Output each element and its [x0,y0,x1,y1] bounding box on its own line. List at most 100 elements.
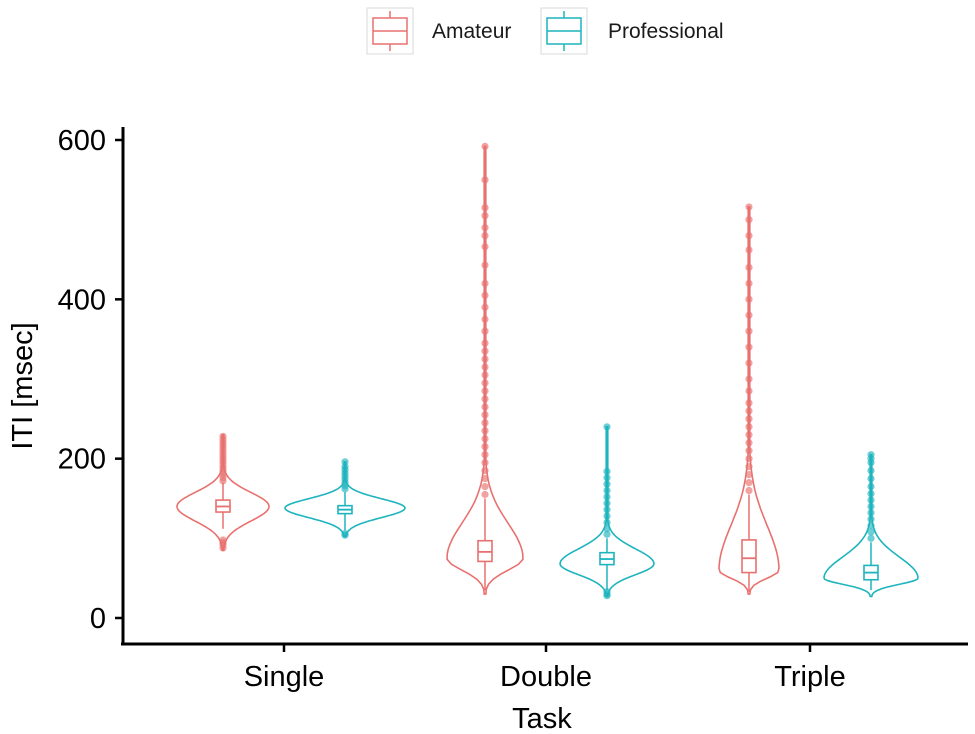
outlier-point [867,528,875,536]
outlier-point [745,263,753,272]
outlier-point [867,502,875,511]
outlier-point [603,486,611,495]
outlier-point [481,363,489,371]
violin-professional-double [559,423,655,600]
outlier-point [867,496,875,504]
outlier-point [603,506,611,514]
outlier-point [745,447,753,455]
outlier-point [745,431,753,439]
outlier-point [481,387,489,395]
outlier-point [481,467,489,475]
outlier-point [745,407,753,415]
violin-professional-single [284,458,406,539]
outlier-point [481,279,489,287]
x-tick-label: Single [244,661,325,693]
outlier-point [481,443,489,451]
axes [121,127,968,646]
outlier-point [867,509,875,517]
outlier-point [481,261,489,269]
outlier-point [745,478,753,487]
outlier-point [603,499,611,507]
outlier-point [603,512,611,520]
outlier-point [603,467,611,476]
outlier-point [481,451,489,459]
outlier-point [867,521,875,530]
legend-label: Amateur [432,20,511,43]
outlier-point [745,359,753,367]
outlier-point [745,343,753,351]
outlier-point [867,474,875,483]
outlier-point [481,459,489,467]
outlier-point [481,315,489,323]
outlier-point [745,327,753,335]
legend: Amateur Professional [366,7,724,55]
outlier-point [481,411,489,419]
outlier-point [481,347,489,355]
outlier-point [745,486,753,495]
outlier-point [481,339,489,347]
outlier-point [481,427,489,435]
outlier-point [481,212,489,220]
x-tick-label: Triple [774,661,845,693]
outlier-point [481,482,489,491]
violin-amateur-double [446,142,524,595]
outlier-point [341,529,349,538]
violin-amateur-single [176,432,270,552]
outlier-point [481,243,489,251]
outlier-point [341,458,349,466]
outlier-point [481,176,489,184]
outlier-point [745,216,753,224]
outlier-point [481,291,489,299]
outlier-point [867,467,875,475]
outlier-point [481,327,489,335]
outlier-point [867,482,875,491]
violin-professional-triple [823,451,919,598]
y-tick-label: 400 [58,284,106,316]
outlier-point [745,203,753,211]
outlier-point [603,525,611,533]
outlier-point [481,142,489,150]
outlier-point [481,419,489,427]
outlier-point [481,204,489,212]
outlier-point [867,515,875,523]
outlier-point [481,371,489,379]
y-ticks: 0 200 400 600 [58,125,123,635]
outlier-point [603,530,611,538]
y-tick-label: 600 [58,125,106,157]
outlier-point [745,375,753,383]
outlier-point [603,588,611,596]
x-ticks: Single Double Triple [244,644,846,693]
outlier-point [481,490,489,499]
outlier-point [745,463,753,471]
outlier-point [481,232,489,240]
outlier-point [867,451,875,459]
outlier-point [745,471,753,479]
outlier-point [745,295,753,303]
outlier-point [745,439,753,447]
outlier-point [745,311,753,319]
outlier-point [745,399,753,407]
outlier-point [219,432,227,440]
outlier-point [481,355,489,363]
outlier-point [219,536,227,544]
outlier-point [481,379,489,387]
outlier-point [603,474,611,482]
outlier-point [603,423,611,431]
outlier-point [481,403,489,411]
outlier-point [745,455,753,463]
outlier-point [745,423,753,431]
x-axis-title: Task [512,703,572,734]
outlier-point [867,534,875,542]
outlier-point [481,395,489,403]
outlier-point [745,387,753,395]
y-tick-label: 0 [90,603,106,635]
outlier-point [603,518,611,527]
plot-area [176,142,919,600]
outlier-point [481,435,489,443]
box-iqr [741,539,757,574]
outlier-point [603,493,611,501]
outlier-point [603,480,611,488]
outlier-point [745,232,753,240]
outlier-point [745,415,753,423]
